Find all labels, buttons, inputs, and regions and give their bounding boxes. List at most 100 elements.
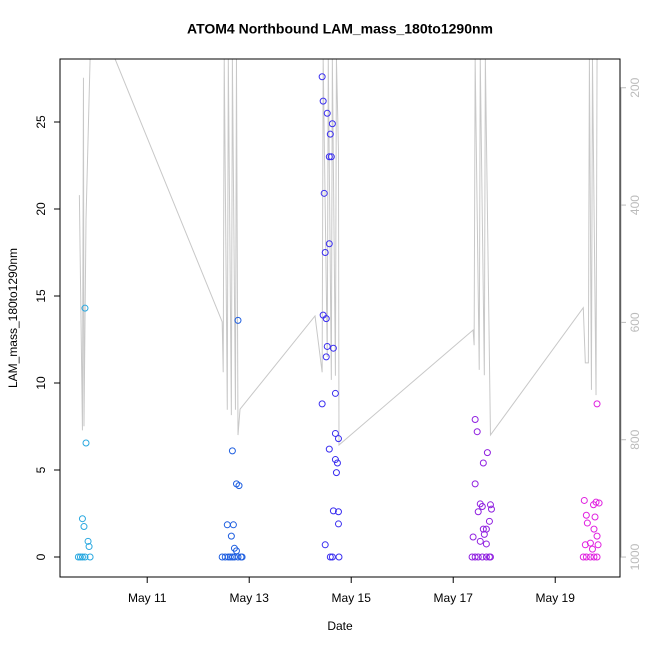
point xyxy=(78,515,86,523)
point xyxy=(581,541,589,549)
point xyxy=(327,153,335,161)
point xyxy=(590,525,598,533)
x-axis-label: Date xyxy=(327,619,353,633)
point xyxy=(234,553,242,561)
point xyxy=(482,540,490,548)
point xyxy=(328,120,336,128)
point xyxy=(331,429,339,437)
point xyxy=(318,400,326,408)
point xyxy=(82,439,90,447)
plot-frame xyxy=(59,58,621,578)
point xyxy=(326,130,334,138)
point xyxy=(321,541,329,549)
y2-tick-label: 1000 xyxy=(628,543,642,570)
point xyxy=(595,499,603,507)
point xyxy=(80,523,88,531)
point xyxy=(325,153,333,161)
point xyxy=(579,553,587,561)
point xyxy=(471,480,479,488)
point xyxy=(320,189,328,197)
point xyxy=(322,315,330,323)
point xyxy=(588,545,596,553)
point xyxy=(319,97,327,105)
point xyxy=(229,521,237,529)
point xyxy=(322,353,330,361)
point xyxy=(81,304,89,312)
point xyxy=(227,532,235,540)
y-tick-label: 0 xyxy=(34,553,48,560)
point xyxy=(329,344,337,352)
point xyxy=(471,416,479,424)
point xyxy=(474,508,482,516)
y-tick-label: 25 xyxy=(34,115,48,129)
point xyxy=(331,456,339,464)
point xyxy=(479,459,487,467)
point xyxy=(329,507,337,515)
x-tick-label: May 13 xyxy=(230,591,270,605)
x-tick-label: May 17 xyxy=(434,591,474,605)
point xyxy=(582,511,590,519)
point xyxy=(593,553,601,561)
point xyxy=(325,240,333,248)
y2-line xyxy=(78,59,600,447)
point xyxy=(483,449,491,457)
point xyxy=(230,553,238,561)
point xyxy=(86,553,94,561)
point xyxy=(332,469,340,477)
point xyxy=(234,316,242,324)
point xyxy=(228,447,236,455)
y2-tick-label: 800 xyxy=(628,429,642,449)
y2-tick-label: 400 xyxy=(628,195,642,215)
point xyxy=(591,513,599,521)
point xyxy=(474,553,482,561)
point xyxy=(482,553,490,561)
point xyxy=(583,519,591,527)
point xyxy=(486,553,494,561)
y-tick-label: 5 xyxy=(34,466,48,473)
point xyxy=(582,553,590,561)
point xyxy=(594,541,602,549)
point xyxy=(593,532,601,540)
y-tick-label: 20 xyxy=(34,202,48,216)
chart-title: ATOM4 Northbound LAM_mass_180to1290nm xyxy=(187,21,493,37)
point xyxy=(487,505,495,513)
point xyxy=(593,400,601,408)
point xyxy=(76,553,84,561)
point xyxy=(471,553,479,561)
point xyxy=(333,459,341,467)
y2-tick-label: 200 xyxy=(628,77,642,97)
y2-tick-label: 600 xyxy=(628,312,642,332)
point xyxy=(81,553,89,561)
y-tick-label: 15 xyxy=(34,289,48,303)
x-tick-label: May 11 xyxy=(128,591,167,605)
point xyxy=(590,553,598,561)
point xyxy=(321,248,329,256)
point xyxy=(221,553,229,561)
point xyxy=(586,553,594,561)
x-tick-label: May 15 xyxy=(332,591,372,605)
y-axis-label: LAM_mass_180to1290nm xyxy=(6,248,20,388)
point xyxy=(326,553,334,561)
point xyxy=(331,389,339,397)
point xyxy=(74,553,82,561)
point xyxy=(580,496,588,504)
point xyxy=(469,533,477,541)
point xyxy=(78,553,86,561)
y-tick-label: 10 xyxy=(34,376,48,390)
point xyxy=(318,73,326,81)
point xyxy=(486,501,494,509)
point xyxy=(479,525,487,533)
point xyxy=(238,553,246,561)
point xyxy=(323,109,331,117)
x-tick-label: May 19 xyxy=(536,591,576,605)
point xyxy=(480,530,488,538)
point xyxy=(478,553,486,561)
point xyxy=(334,435,342,443)
point xyxy=(235,482,243,490)
point xyxy=(334,508,342,516)
point xyxy=(485,517,493,525)
point xyxy=(476,537,484,545)
point xyxy=(478,503,486,511)
